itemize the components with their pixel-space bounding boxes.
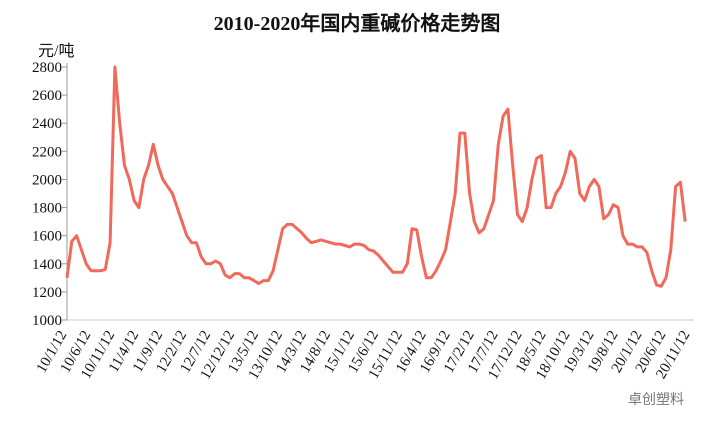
price-line	[65, 65, 687, 288]
watermark: 卓创塑料	[628, 392, 684, 408]
y-tick-label: 2800	[32, 60, 62, 76]
y-tick-label: 1200	[32, 285, 62, 301]
y-tick-label: 2400	[32, 116, 62, 132]
chart-title: 2010-2020年国内重碱价格走势图	[214, 11, 501, 35]
y-tick-label: 1000	[32, 313, 62, 329]
y-tick-label: 2200	[32, 144, 62, 160]
y-tick-label: 1800	[32, 201, 62, 217]
y-axis-label: 元/吨	[38, 42, 74, 60]
y-tick-label: 2000	[32, 172, 62, 188]
y-tick-label: 1400	[32, 257, 62, 273]
y-tick-label: 2600	[32, 88, 62, 104]
y-tick-label: 1600	[32, 229, 62, 245]
